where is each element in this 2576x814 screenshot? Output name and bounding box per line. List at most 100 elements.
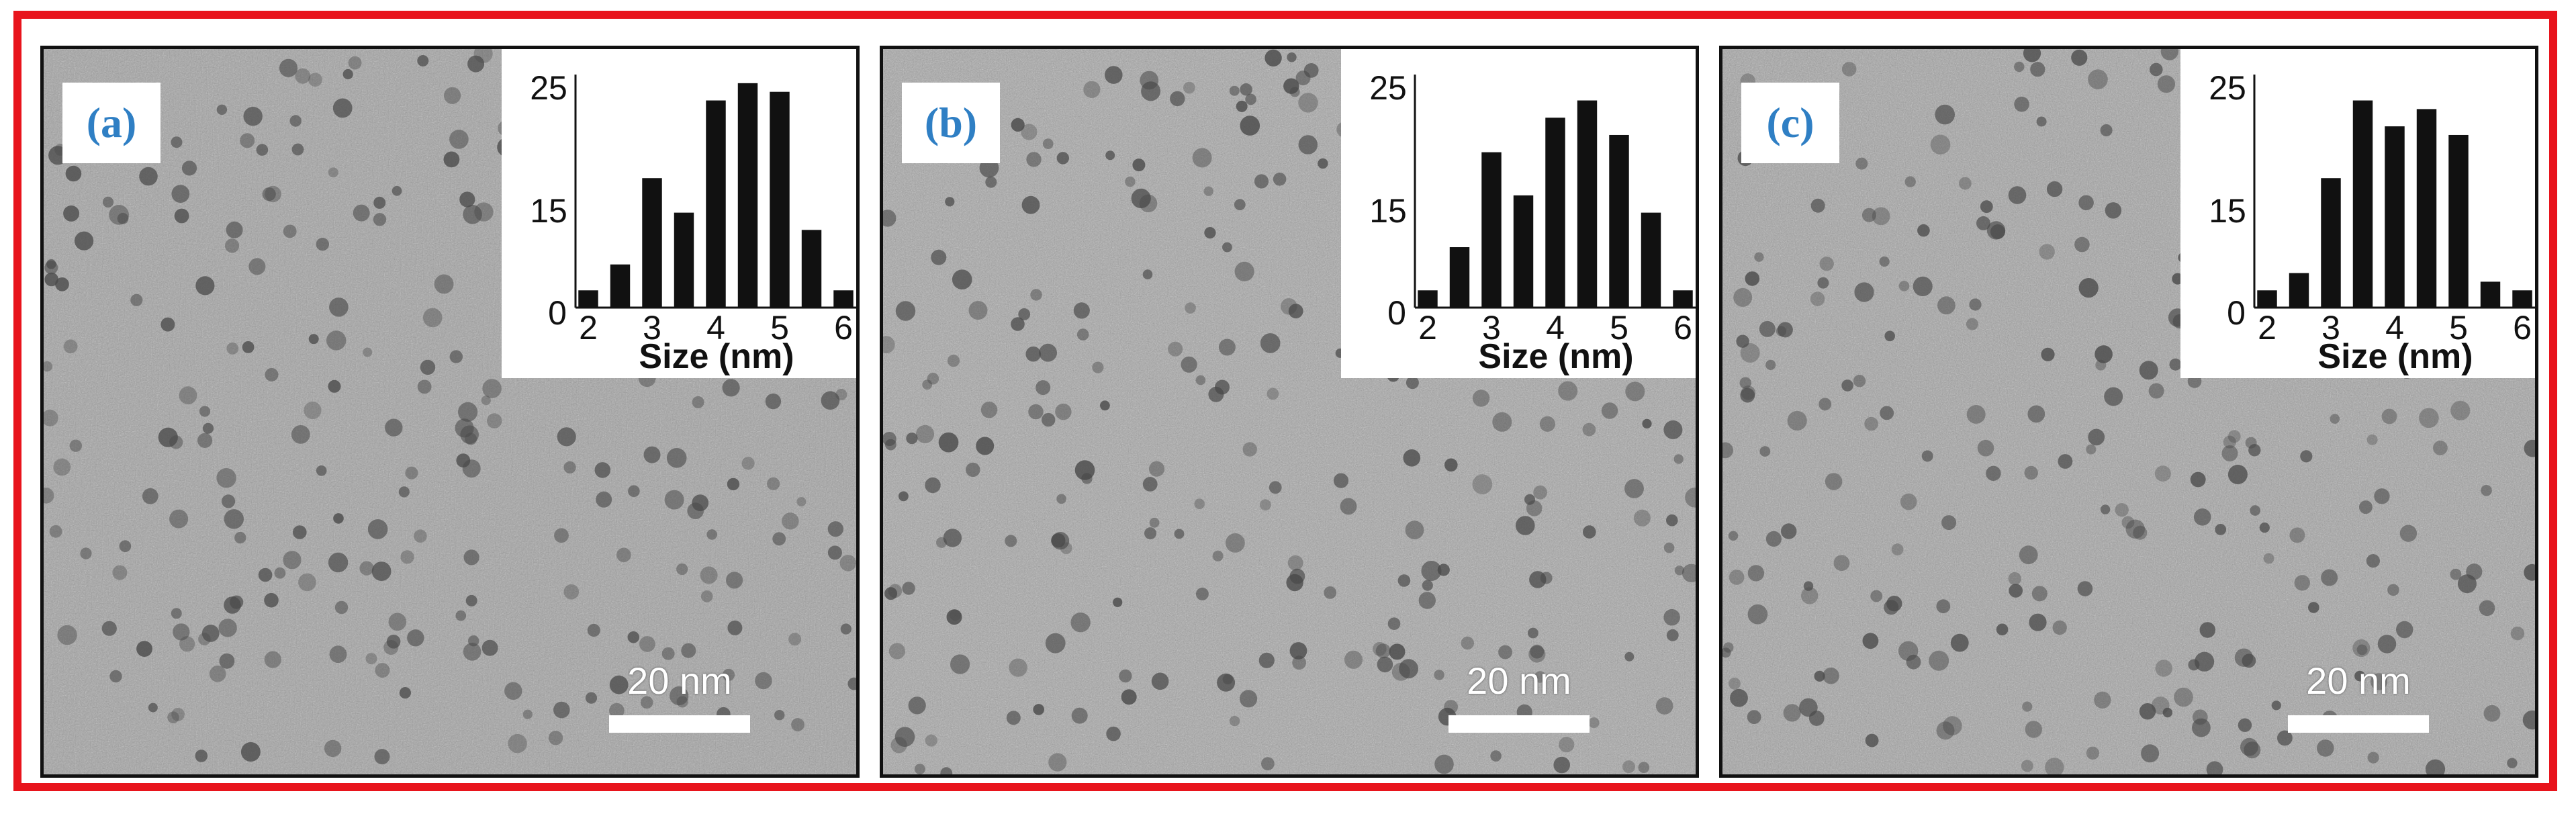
nanoparticle xyxy=(243,107,263,126)
nanoparticle xyxy=(181,161,197,176)
nanoparticle xyxy=(1524,494,1535,505)
panel-label-box-c: (c) xyxy=(1741,83,1839,163)
nanoparticle xyxy=(706,529,717,540)
nanoparticle xyxy=(2483,705,2501,722)
nanoparticle xyxy=(1105,150,1115,161)
x-tick-label: 5 xyxy=(1610,309,1628,347)
nanoparticle xyxy=(722,379,740,397)
nanoparticle xyxy=(1655,697,1673,715)
nanoparticle xyxy=(2354,670,2365,682)
nanoparticle xyxy=(1333,473,1349,488)
nanoparticle xyxy=(1076,328,1089,341)
nanoparticle xyxy=(226,343,239,355)
nanoparticle xyxy=(304,401,322,420)
nanoparticle xyxy=(1195,375,1206,386)
nanoparticle xyxy=(2259,523,2270,533)
nanoparticle xyxy=(839,555,856,572)
nanoparticle xyxy=(1533,485,1547,500)
nanoparticle xyxy=(248,258,266,275)
nanoparticle xyxy=(554,528,569,543)
nanoparticle xyxy=(1048,753,1067,772)
nanoparticle xyxy=(1529,571,1547,588)
nanoparticle xyxy=(1855,157,1868,170)
nanoparticle xyxy=(1149,517,1160,528)
nanoparticle xyxy=(434,274,454,294)
nanoparticle xyxy=(1267,388,1279,400)
nanoparticle xyxy=(2450,568,2462,580)
nanoparticle xyxy=(2031,586,2048,602)
nanoparticle xyxy=(53,458,71,476)
nanoparticle xyxy=(2387,584,2399,596)
x-axis-label: Size (nm) xyxy=(1478,337,1633,376)
nanoparticle xyxy=(1633,509,1651,527)
nanoparticle xyxy=(985,176,997,188)
nanoparticle xyxy=(1204,227,1216,239)
histogram-bar xyxy=(1577,100,1598,308)
nanoparticle xyxy=(1917,224,1930,237)
nanoparticle xyxy=(2374,488,2390,504)
nanoparticle xyxy=(2277,730,2293,746)
nanoparticle xyxy=(373,196,386,209)
y-tick-label: 15 xyxy=(1369,192,1407,230)
nanoparticle xyxy=(1528,627,1538,639)
nanoparticle xyxy=(405,466,418,480)
nanoparticle xyxy=(75,231,94,251)
nanoparticle xyxy=(1733,287,1753,307)
nanoparticle xyxy=(1264,49,1282,66)
nanoparticle xyxy=(44,409,58,426)
histogram-bar xyxy=(2321,178,2341,308)
nanoparticle xyxy=(548,731,563,745)
histogram-bar xyxy=(833,290,854,308)
nanoparticle xyxy=(201,625,220,642)
nanoparticle xyxy=(326,330,347,351)
nanoparticle xyxy=(2009,584,2023,598)
nanoparticle xyxy=(1747,710,1761,724)
nanoparticle xyxy=(2078,278,2099,298)
nanoparticle xyxy=(609,703,625,719)
nanoparticle xyxy=(449,350,463,363)
size-histogram-a: 25 15 0 2 3 4 5 6 Size (nm) xyxy=(530,69,856,376)
nanoparticle xyxy=(1215,379,1230,395)
nanoparticle xyxy=(1685,488,1696,508)
nanoparticle xyxy=(1904,176,1916,187)
histogram-bar xyxy=(2480,281,2501,308)
nanoparticle xyxy=(308,334,319,345)
y-tick-label: 0 xyxy=(2227,294,2246,332)
nanoparticle xyxy=(2022,701,2033,712)
nanoparticle xyxy=(1389,643,1406,660)
nanoparticle xyxy=(2419,408,2439,428)
nanoparticle xyxy=(906,433,918,445)
histogram-bar xyxy=(674,212,694,308)
nanoparticle xyxy=(902,582,915,595)
nanoparticle xyxy=(1132,159,1146,172)
nanoparticle xyxy=(2227,430,2241,443)
nanoparticle xyxy=(925,477,941,494)
size-histogram-c: 25 15 0 2 3 4 5 6 Size (nm) xyxy=(2209,69,2535,376)
nanoparticle xyxy=(1298,93,1318,113)
nanoparticle xyxy=(2104,387,2123,406)
nanoparticle xyxy=(1817,277,1829,289)
nanoparticle xyxy=(931,249,947,265)
histogram-bar xyxy=(737,83,758,308)
nanoparticle xyxy=(1884,330,1895,342)
nanoparticle xyxy=(353,204,370,222)
histogram-bar xyxy=(1545,118,1565,308)
nanoparticle xyxy=(1142,477,1158,492)
nanoparticle xyxy=(1776,326,1786,336)
nanoparticle xyxy=(2052,620,2067,635)
nanoparticle xyxy=(359,561,374,576)
nanoparticle xyxy=(1391,662,1410,681)
nanoparticle xyxy=(407,629,424,647)
nanoparticle xyxy=(915,424,935,444)
panel-label-b: (b) xyxy=(924,99,978,146)
tem-panel-c: (c) 25 15 0 2 3 4 5 6 Size (nm) 20 nm xyxy=(1719,46,2538,778)
nanoparticle xyxy=(2433,441,2448,455)
nanoparticle xyxy=(2139,703,2156,720)
nanoparticle xyxy=(1930,134,1951,155)
nanoparticle xyxy=(2139,361,2158,380)
nanoparticle xyxy=(371,561,392,581)
nanoparticle xyxy=(1258,652,1275,668)
x-tick-label: 5 xyxy=(2449,309,2468,347)
scale-bar xyxy=(2288,715,2429,733)
nanoparticle xyxy=(594,462,611,478)
